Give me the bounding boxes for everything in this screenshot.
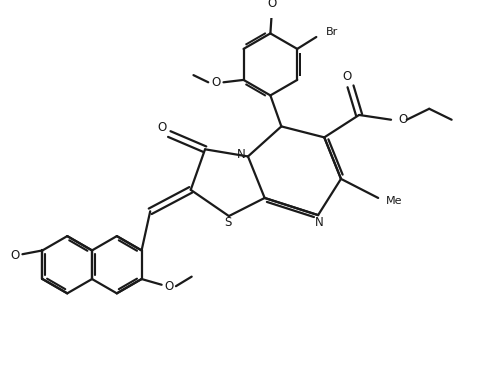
Text: O: O	[10, 249, 19, 262]
Text: O: O	[398, 113, 407, 126]
Text: S: S	[224, 216, 232, 229]
Text: O: O	[342, 70, 352, 83]
Text: O: O	[164, 280, 174, 293]
Text: N: N	[315, 216, 323, 229]
Text: N: N	[237, 147, 245, 160]
Text: O: O	[157, 121, 167, 134]
Text: O: O	[211, 76, 220, 89]
Text: Me: Me	[387, 196, 403, 206]
Text: O: O	[267, 0, 277, 10]
Text: Br: Br	[326, 27, 338, 37]
